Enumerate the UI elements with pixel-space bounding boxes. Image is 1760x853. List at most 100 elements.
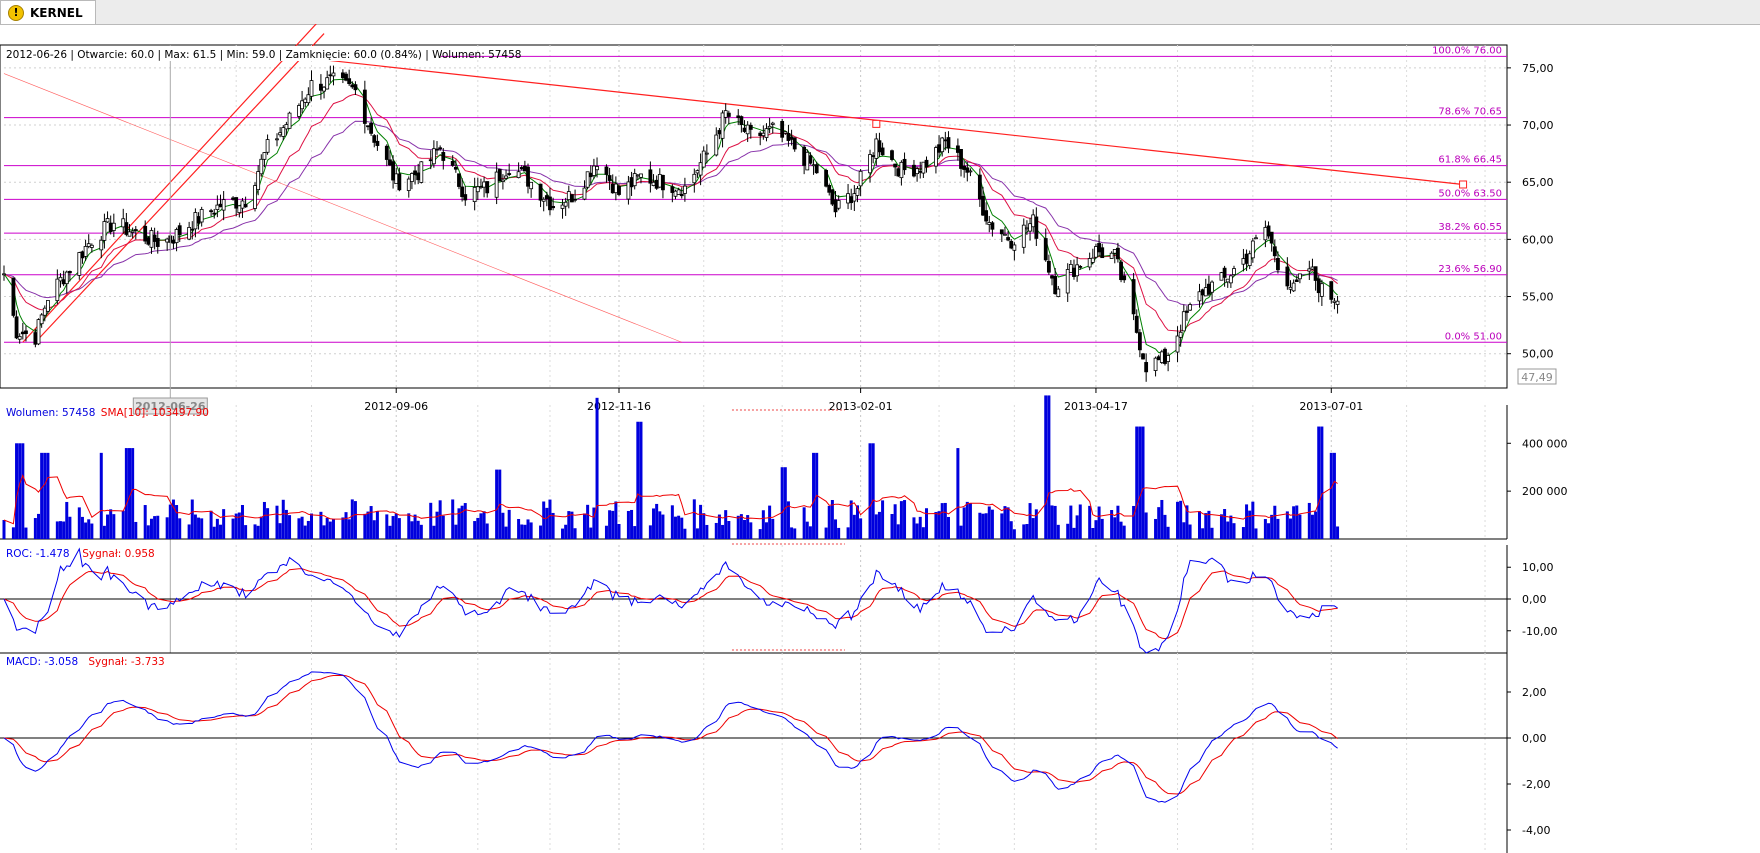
candle-body xyxy=(1050,275,1054,279)
candle-body xyxy=(1185,310,1189,313)
candle-body xyxy=(322,86,326,92)
candle-body xyxy=(984,210,989,222)
macd-legend-label: Sygnał: -3.733 xyxy=(88,656,164,668)
volume-bar xyxy=(702,513,706,539)
volume-bar xyxy=(592,507,596,539)
candle-body xyxy=(880,147,885,156)
volume-bar xyxy=(102,525,106,539)
volume-bar xyxy=(37,513,41,539)
volume-bar xyxy=(943,502,947,539)
volume-bar xyxy=(391,516,395,539)
volume-bar xyxy=(968,503,972,539)
fib-level-label: 50.0% 63.50 xyxy=(1438,188,1502,199)
candle-body xyxy=(309,80,314,97)
candle-body xyxy=(297,105,301,117)
candle-body xyxy=(934,147,938,167)
volume-bar xyxy=(539,525,543,539)
volume-bar xyxy=(1254,528,1258,539)
candle-body xyxy=(410,173,414,182)
volume-bar xyxy=(1204,513,1208,539)
roc-tick-label: -10,00 xyxy=(1522,625,1557,638)
volume-bar xyxy=(344,512,348,539)
candle-body xyxy=(626,181,631,200)
candle-body xyxy=(485,181,490,194)
candle-body xyxy=(99,239,104,251)
volume-bar xyxy=(567,511,571,539)
candle-body xyxy=(802,146,807,166)
candle-body xyxy=(130,230,135,233)
volume-bar xyxy=(739,514,743,539)
volume-bar xyxy=(868,443,872,539)
volume-bar xyxy=(297,518,301,539)
volume-bar xyxy=(55,521,59,539)
volume-bar xyxy=(1132,505,1136,539)
roc-line xyxy=(3,547,1338,654)
volume-bar xyxy=(978,512,982,539)
volume-bar xyxy=(1310,514,1314,539)
volume-bar xyxy=(1295,505,1299,539)
candle-body xyxy=(111,222,116,231)
candle-body xyxy=(1210,281,1214,293)
volume-bar xyxy=(231,518,235,539)
volume-bar xyxy=(112,514,116,539)
volume-bar xyxy=(1022,524,1026,539)
candle-body xyxy=(1316,278,1321,294)
candle-body xyxy=(1116,247,1120,260)
candle-body xyxy=(551,206,556,209)
candle-body xyxy=(1137,332,1142,351)
candle-body xyxy=(1329,281,1334,300)
tab-kernel[interactable]: ! KERNEL xyxy=(0,0,96,24)
candle-body xyxy=(143,225,148,242)
volume-bar xyxy=(1034,509,1038,539)
candle-body xyxy=(896,168,901,177)
volume-bar xyxy=(156,515,160,539)
volume-bar xyxy=(812,452,816,539)
candle-body xyxy=(58,276,63,282)
volume-bar xyxy=(617,523,621,539)
volume-bar xyxy=(526,519,530,539)
volume-bar xyxy=(485,523,489,539)
candle-body xyxy=(1244,253,1249,264)
candle-body xyxy=(384,145,389,160)
ema-long-line xyxy=(3,120,1338,306)
volume-bar xyxy=(523,524,527,539)
volume-bar xyxy=(912,517,916,539)
volume-bar xyxy=(987,506,991,539)
candle-body xyxy=(582,187,587,200)
volume-bar xyxy=(1241,527,1245,539)
candle-body xyxy=(1087,258,1092,268)
candle-body xyxy=(1068,263,1073,273)
volume-bar xyxy=(397,518,401,539)
candle-body xyxy=(748,124,753,130)
volume-bar xyxy=(504,526,508,539)
price-tick-label: 50,00 xyxy=(1522,348,1554,361)
candle-body xyxy=(955,145,960,153)
candle-body xyxy=(353,84,358,91)
candle-body xyxy=(1053,276,1058,295)
candle-body xyxy=(651,181,656,186)
volume-bar xyxy=(881,500,885,539)
volume-bar xyxy=(608,510,612,539)
candle-body xyxy=(538,183,543,201)
volume-bar xyxy=(369,506,373,539)
candle-body xyxy=(808,155,813,164)
candle-body xyxy=(1025,227,1029,230)
chart-area[interactable]: 50,00 55,00 60,00 65,00 70,00 75,00 100.0% 76.… xyxy=(0,24,1760,853)
candle-body xyxy=(397,173,402,191)
candle-body xyxy=(1207,283,1211,295)
candle-body xyxy=(450,161,455,166)
volume-bar xyxy=(893,504,897,539)
candle-body xyxy=(325,77,330,90)
trend-handle xyxy=(1459,180,1468,189)
candle-body xyxy=(372,135,377,143)
volume-bar xyxy=(256,525,260,539)
volume-tick-label: 400 000 xyxy=(1522,437,1568,450)
candle-body xyxy=(918,170,923,173)
volume-bar xyxy=(542,501,546,539)
volume-bar xyxy=(1179,500,1183,539)
candle-body xyxy=(736,115,741,118)
volume-bar xyxy=(432,525,436,539)
volume-bar xyxy=(410,521,414,539)
candle-body xyxy=(366,125,370,128)
